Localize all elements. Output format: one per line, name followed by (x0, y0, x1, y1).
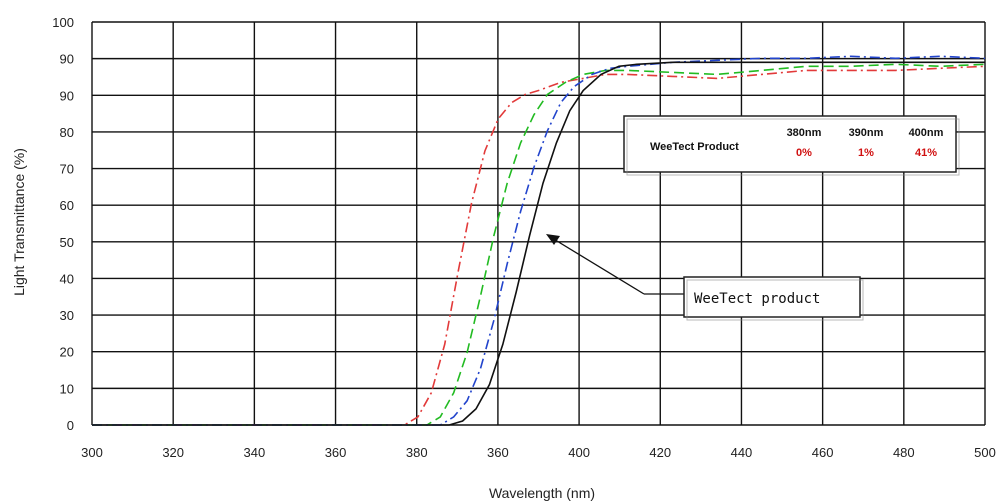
y-tick-label: 60 (60, 198, 74, 213)
x-tick-label: 460 (812, 445, 834, 460)
legend-header-380: 380nm (787, 127, 822, 139)
x-tick-label: 360 (325, 445, 347, 460)
series-line-1 (92, 65, 986, 426)
y-tick-label: 50 (60, 235, 74, 250)
tick-labels: 300 320 340 360 380 360 400 420 440 460 480 500 0 10 2… (52, 15, 996, 460)
legend-header-400: 400nm (909, 127, 944, 139)
legend-box: WeeTect Product 380nm 390nm 400nm 0% 1% … (623, 115, 960, 176)
x-tick-label: 500 (974, 445, 996, 460)
x-tick-label: 420 (649, 445, 671, 460)
y-tick-label: 90 (60, 52, 74, 67)
series-group (92, 55, 986, 426)
series-line-2 (92, 63, 986, 426)
series-line-4 (92, 61, 985, 426)
x-tick-label: 480 (893, 445, 915, 460)
y-tick-label: 0 (67, 418, 74, 433)
legend-value-400: 41% (915, 147, 937, 159)
legend-product-label: WeeTect Product (650, 141, 739, 153)
legend-value-390: 1% (858, 147, 874, 159)
callout-arrow-line-2 (551, 237, 645, 295)
arrowhead-icon (546, 234, 560, 245)
y-tick-label: 30 (60, 308, 74, 323)
x-tick-label: 360 (487, 445, 509, 460)
x-axis-title: Wavelength (nm) (489, 485, 595, 501)
x-tick-label: 380 (406, 445, 428, 460)
y-tick-label: 10 (60, 381, 74, 396)
y-tick-label: 80 (60, 125, 74, 140)
plot-grid (91, 21, 986, 426)
y-tick-label: 20 (60, 345, 74, 360)
x-tick-label: 340 (244, 445, 266, 460)
y-tick-label: 100 (52, 15, 74, 30)
x-tick-label: 400 (568, 445, 590, 460)
series-line-3 (92, 55, 986, 426)
y-axis-title: Light Transmittance (%) (11, 148, 27, 296)
y-tick-label: 90 (60, 88, 74, 103)
x-tick-label: 300 (81, 445, 103, 460)
y-tick-label: 70 (60, 162, 74, 177)
legend-header-390: 390nm (849, 127, 884, 139)
callout-label: WeeTect product (694, 291, 820, 307)
x-tick-label: 320 (162, 445, 184, 460)
y-tick-label: 40 (60, 271, 74, 286)
legend-value-380: 0% (796, 147, 812, 159)
callout: WeeTect product (546, 234, 864, 321)
x-tick-label: 440 (731, 445, 753, 460)
